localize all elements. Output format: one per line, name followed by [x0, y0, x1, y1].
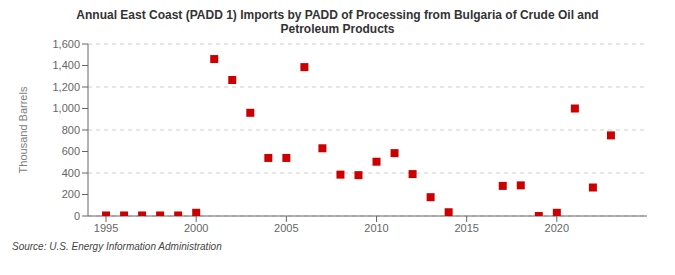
svg-text:2015: 2015	[454, 222, 478, 234]
svg-text:2005: 2005	[274, 222, 298, 234]
svg-text:800: 800	[62, 124, 80, 136]
svg-text:1995: 1995	[94, 222, 118, 234]
svg-text:1,400: 1,400	[52, 59, 80, 71]
html-text:Petroleum Products: Petroleum Products	[280, 22, 395, 36]
svg-text:400: 400	[62, 167, 80, 179]
svg-text:1,200: 1,200	[52, 81, 80, 93]
svg-text:1,600: 1,600	[52, 38, 80, 50]
svg-text:600: 600	[62, 145, 80, 157]
svg-text:2020: 2020	[545, 222, 569, 234]
svg-text:2010: 2010	[364, 222, 388, 234]
svg-text:1,000: 1,000	[52, 102, 80, 114]
svg-text:Thousand Barrels: Thousand Barrels	[17, 86, 29, 173]
html-text:Source: U.S. Energy Informatio: Source: U.S. Energy Information Administ…	[12, 241, 222, 252]
svg-text:0: 0	[74, 210, 80, 222]
svg-text:200: 200	[62, 188, 80, 200]
svg-text:2000: 2000	[184, 222, 208, 234]
html-text:Annual East Coast (PADD 1) Imp: Annual East Coast (PADD 1) Imports by PA…	[76, 8, 599, 22]
